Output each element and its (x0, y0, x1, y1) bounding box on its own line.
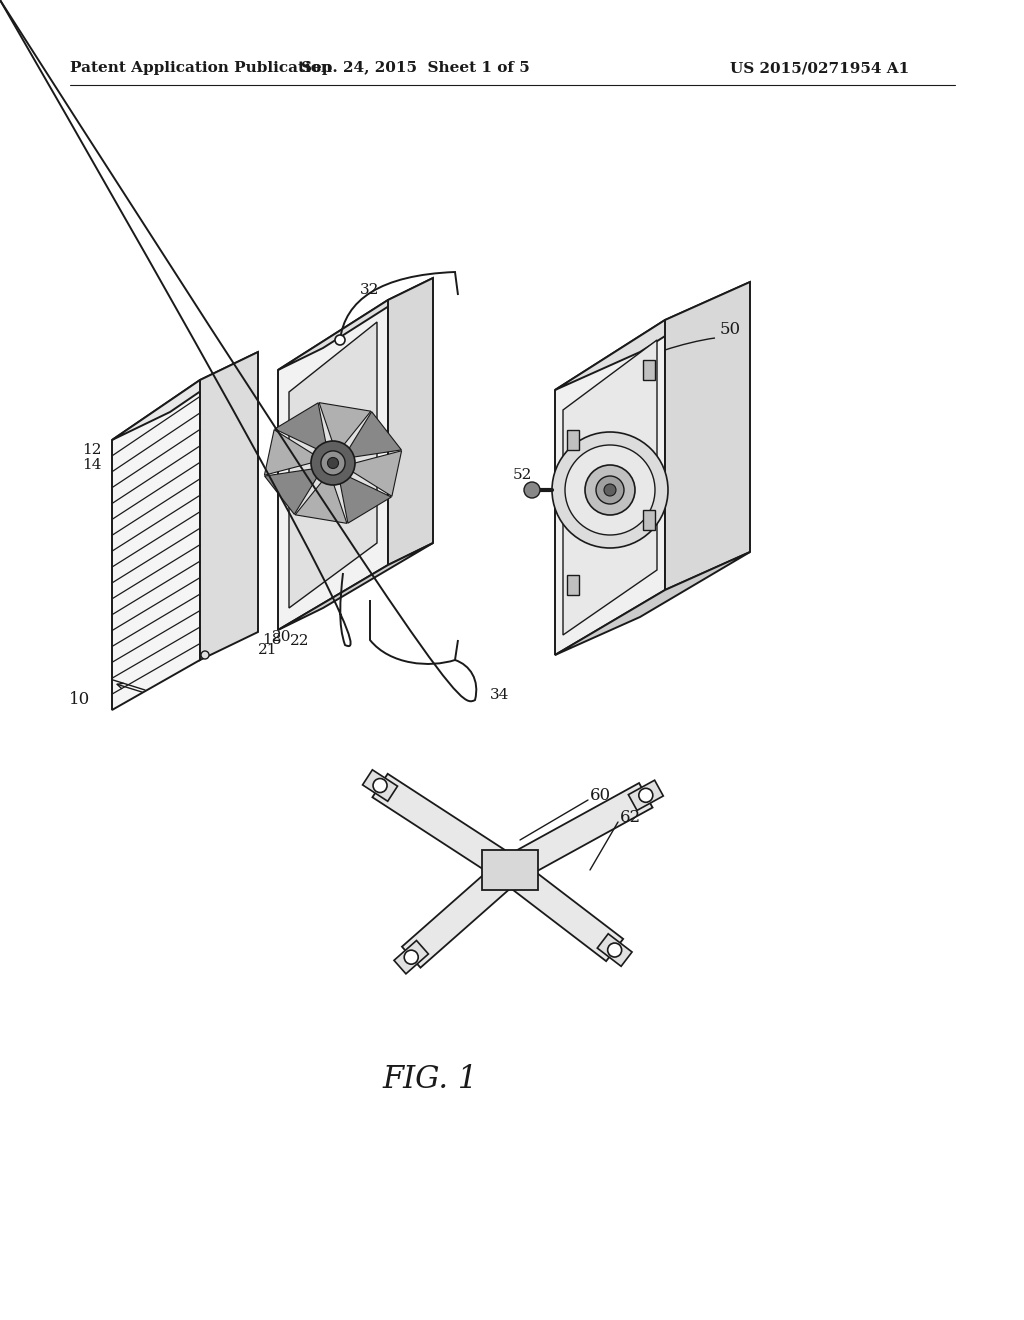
Polygon shape (555, 552, 750, 655)
Circle shape (524, 482, 540, 498)
Text: 22: 22 (290, 634, 309, 648)
Polygon shape (340, 477, 391, 523)
Polygon shape (278, 543, 433, 630)
Circle shape (201, 651, 209, 659)
Text: 14: 14 (83, 458, 102, 473)
Polygon shape (503, 783, 652, 882)
Text: 50: 50 (720, 322, 741, 338)
Polygon shape (555, 319, 665, 655)
Polygon shape (373, 774, 517, 882)
Text: FIG. 1: FIG. 1 (382, 1064, 477, 1096)
Circle shape (373, 779, 387, 792)
Polygon shape (555, 282, 750, 389)
Text: 32: 32 (360, 282, 379, 297)
Polygon shape (348, 412, 401, 457)
Polygon shape (289, 322, 377, 609)
Polygon shape (278, 279, 433, 370)
Polygon shape (394, 940, 428, 974)
Text: 18: 18 (262, 634, 282, 647)
Polygon shape (112, 380, 200, 710)
Text: 20: 20 (272, 630, 292, 644)
Circle shape (585, 465, 635, 515)
Polygon shape (563, 341, 657, 635)
Circle shape (335, 335, 345, 345)
Text: 34: 34 (490, 688, 509, 702)
Text: 12: 12 (83, 444, 102, 457)
Text: Patent Application Publication: Patent Application Publication (70, 61, 332, 75)
Circle shape (596, 477, 624, 504)
Polygon shape (629, 780, 664, 810)
Polygon shape (200, 352, 258, 660)
Text: 60: 60 (590, 787, 611, 804)
Text: US 2015/0271954 A1: US 2015/0271954 A1 (730, 61, 909, 75)
Circle shape (639, 788, 653, 803)
Polygon shape (643, 360, 655, 380)
Circle shape (604, 484, 616, 496)
Polygon shape (643, 510, 655, 531)
Polygon shape (274, 403, 327, 449)
Circle shape (404, 950, 418, 964)
Polygon shape (295, 480, 347, 523)
Circle shape (321, 451, 345, 475)
Polygon shape (402, 859, 519, 968)
Polygon shape (567, 576, 579, 595)
Text: 62: 62 (620, 809, 641, 826)
Polygon shape (278, 300, 388, 630)
Circle shape (311, 441, 355, 484)
Polygon shape (388, 279, 433, 565)
Polygon shape (567, 430, 579, 450)
Polygon shape (665, 282, 750, 590)
Polygon shape (597, 933, 632, 966)
Polygon shape (362, 770, 397, 801)
Circle shape (607, 942, 622, 957)
Polygon shape (112, 352, 258, 440)
Text: 10: 10 (69, 692, 90, 709)
Circle shape (565, 445, 655, 535)
Polygon shape (319, 403, 371, 446)
Polygon shape (264, 430, 313, 475)
Text: 21: 21 (258, 643, 278, 657)
Polygon shape (502, 859, 624, 961)
Circle shape (328, 458, 339, 469)
Circle shape (552, 432, 668, 548)
Polygon shape (352, 450, 401, 496)
Text: 52: 52 (513, 469, 532, 482)
Text: Sep. 24, 2015  Sheet 1 of 5: Sep. 24, 2015 Sheet 1 of 5 (301, 61, 529, 75)
Polygon shape (482, 850, 538, 890)
Polygon shape (264, 469, 317, 515)
